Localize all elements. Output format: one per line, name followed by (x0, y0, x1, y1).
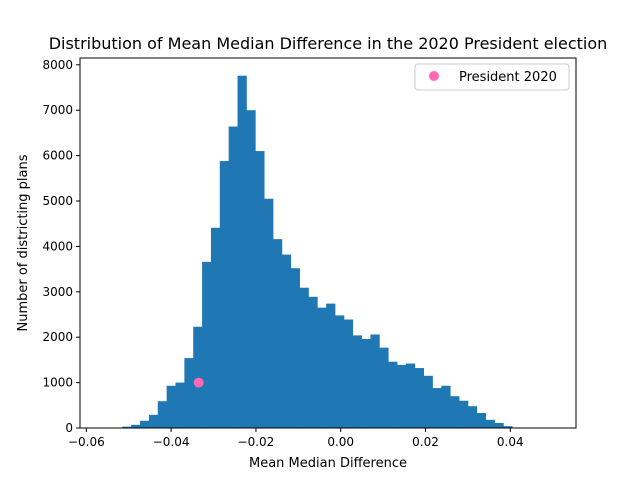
histogram-bar (264, 198, 274, 428)
y-tick-label: 3000 (42, 285, 73, 299)
histogram-bar (476, 413, 487, 428)
y-tick-label: 5000 (42, 194, 73, 208)
histogram-bar (202, 261, 212, 428)
histogram-bar (317, 307, 327, 428)
histogram-bar (326, 303, 336, 428)
y-tick-label: 7000 (42, 103, 73, 117)
histogram-bar (361, 339, 371, 428)
histogram-bar (140, 420, 150, 428)
x-tick-label: −0.02 (238, 435, 275, 449)
president-2020-marker (193, 377, 204, 388)
histogram-bar (210, 227, 221, 428)
legend-label: President 2020 (459, 70, 557, 85)
histogram-bar (166, 385, 176, 428)
histogram-bar (228, 126, 238, 429)
histogram-bar (290, 268, 300, 428)
x-tick-label: −0.06 (68, 435, 105, 449)
histogram-bar (397, 364, 407, 428)
histogram-bar (334, 315, 345, 428)
histogram-bar (122, 426, 132, 428)
y-axis-ticks: 0 1000 2000 3000 4000 5000 6000 7000 8000 (42, 58, 80, 435)
histogram-bar (299, 287, 309, 428)
histogram-bar (503, 426, 513, 428)
histogram-bar (272, 239, 283, 428)
marker-layer (193, 377, 204, 388)
histogram-bar (184, 358, 194, 428)
histogram-bar (308, 296, 318, 428)
legend: President 2020 (414, 63, 570, 91)
x-axis-label: Mean Median Difference (249, 456, 407, 471)
x-tick-label: 0.02 (412, 435, 439, 449)
y-tick-label: 0 (65, 421, 73, 435)
histogram-bar (485, 419, 495, 428)
histogram-bar (219, 161, 230, 428)
legend-box (414, 63, 570, 91)
histogram-bar (388, 361, 398, 428)
histogram-bar (423, 375, 433, 428)
y-tick-label: 8000 (42, 58, 73, 72)
y-tick-label: 1000 (42, 376, 73, 390)
histogram-bar (131, 424, 141, 428)
histogram-bar (414, 368, 424, 428)
histogram-bars (113, 75, 522, 429)
histogram-bar (157, 401, 168, 428)
y-tick-label: 2000 (42, 330, 73, 344)
histogram-bar (379, 347, 389, 428)
histogram-bar (193, 326, 203, 428)
y-tick-label: 6000 (42, 149, 73, 163)
histogram-bar (459, 400, 469, 428)
histogram-bar (237, 75, 247, 429)
histogram-bar (246, 110, 256, 429)
histogram-bar (255, 151, 265, 428)
x-tick-label: −0.04 (153, 435, 190, 449)
x-axis-ticks: −0.06 −0.04 −0.02 0.00 0.02 0.04 (68, 428, 524, 449)
histogram-bar (467, 406, 478, 428)
histogram-bar (450, 396, 460, 428)
histogram-bar (175, 382, 185, 428)
histogram-bar (494, 423, 504, 428)
histogram-bar (352, 335, 362, 428)
y-tick-label: 4000 (42, 239, 73, 253)
x-tick-label: 0.00 (327, 435, 354, 449)
chart-title: Distribution of Mean Median Difference i… (49, 34, 608, 53)
legend-marker-icon (429, 71, 439, 81)
axes-frame (79, 57, 577, 429)
histogram-bar (441, 385, 451, 428)
histogram-bar (370, 334, 380, 428)
histogram-bar (405, 363, 416, 428)
histogram-bar (432, 388, 442, 428)
histogram-bar (343, 319, 354, 428)
x-tick-label: 0.04 (497, 435, 524, 449)
y-axis-label: Number of districting plans (16, 154, 31, 331)
histogram-bar (148, 414, 159, 428)
histogram-bar (281, 254, 292, 428)
